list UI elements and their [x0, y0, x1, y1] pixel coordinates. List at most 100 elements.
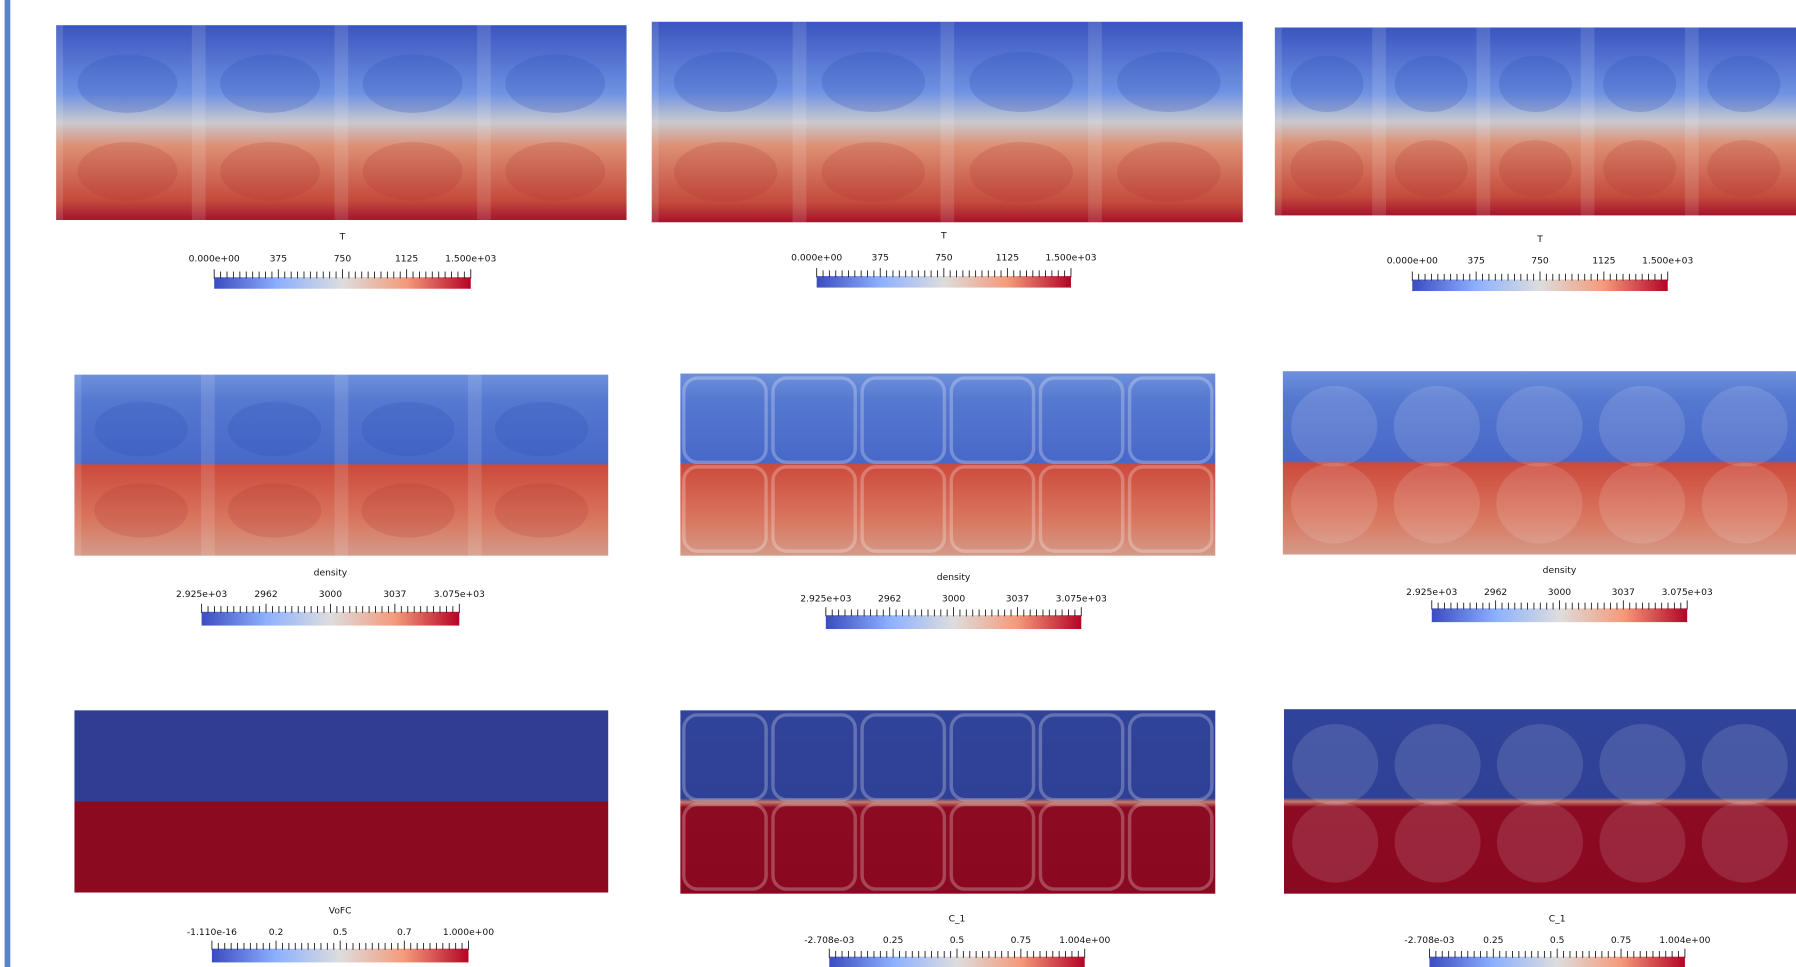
plume: [1599, 724, 1685, 805]
cell-core: [1603, 140, 1676, 196]
cell-boundary: [334, 25, 348, 220]
colorbar-tick-label: 1.500e+03: [1642, 256, 1693, 267]
cell-boundary: [1685, 27, 1699, 215]
colorbar-tick-label: 0.5: [333, 927, 348, 938]
cell-boundary: [1268, 27, 1282, 215]
colorbar: [817, 276, 1071, 287]
cell-boundary: [192, 25, 206, 220]
cell-core: [78, 54, 178, 112]
colorbar-tick-label: 3.075e+03: [1056, 594, 1107, 605]
cell-boundary: [477, 25, 491, 220]
cell-core: [220, 142, 320, 200]
plume: [1291, 386, 1377, 467]
colorbar-tick-label: -2.708e-03: [1404, 935, 1454, 946]
colorbar-tick-label: 1125: [395, 253, 418, 264]
cell-core: [1603, 56, 1676, 112]
colorbar-tick-label: 0.2: [269, 927, 284, 938]
field-label: C_1: [949, 913, 966, 924]
plume: [1395, 724, 1481, 805]
cell-core: [228, 402, 321, 456]
cell-core: [1395, 56, 1468, 112]
plume: [1394, 463, 1480, 544]
cell-boundary: [645, 22, 659, 223]
cell-core: [822, 52, 925, 112]
colorbar-tick-label: 3037: [1006, 594, 1029, 605]
plume: [1496, 386, 1582, 467]
cell-core: [674, 142, 777, 202]
field-label: density: [314, 567, 348, 578]
colorbar-tick-label: 0.000e+00: [189, 253, 240, 264]
plume: [1702, 463, 1788, 544]
colorbar-tick-label: 375: [1467, 256, 1485, 267]
cell-core: [361, 483, 454, 537]
plume: [1292, 801, 1378, 882]
cell-core: [505, 54, 605, 112]
cell-boundary: [1372, 27, 1386, 215]
cell-core: [94, 402, 187, 456]
cell-boundary: [1581, 27, 1595, 215]
cell-core: [361, 402, 454, 456]
colorbar-tick-label: 0.000e+00: [1387, 256, 1438, 267]
cell-boundary: [468, 375, 482, 556]
colorbar-tick-label: 2.925e+03: [176, 589, 227, 600]
colorbar-tick-label: -2.708e-03: [804, 935, 854, 946]
plume: [1496, 463, 1582, 544]
cell-core: [505, 142, 605, 200]
colorbar-tick-label: 2.925e+03: [800, 594, 851, 605]
field-label: T: [940, 231, 947, 242]
cell-core: [969, 142, 1072, 202]
panel: C_1-2.708e-030.250.50.751.004e+00: [1284, 709, 1796, 967]
panel: T0.000e+0037575011251.500e+03: [1268, 27, 1796, 291]
plume: [1702, 801, 1788, 882]
colorbar-tick-label: 0.75: [1611, 935, 1632, 946]
cell-core: [1395, 140, 1468, 196]
colorbar-tick-label: 2962: [878, 594, 901, 605]
cell-boundary: [1088, 22, 1102, 223]
cell-boundary: [793, 22, 807, 223]
colorbar: [214, 277, 471, 288]
cell-core: [1707, 140, 1780, 196]
plume: [1394, 386, 1480, 467]
colorbar-tick-label: 0.25: [1483, 935, 1504, 946]
cell-core: [1117, 52, 1220, 112]
colorbar: [1432, 608, 1687, 622]
field-image: [680, 710, 1215, 893]
field-label: VoFC: [329, 905, 352, 916]
colorbar-tick-label: 3.075e+03: [1662, 587, 1713, 598]
colorbar-tick-label: 750: [334, 253, 352, 264]
colorbar: [212, 949, 469, 963]
colorbar: [1429, 957, 1684, 967]
colorbar: [829, 957, 1084, 967]
plume: [1599, 386, 1685, 467]
colorbar-tick-label: 3000: [319, 589, 342, 600]
cell-core: [1290, 140, 1363, 196]
field-image: [680, 374, 1215, 556]
cell-core: [1499, 140, 1572, 196]
cell-core: [228, 483, 321, 537]
field-label: density: [1543, 565, 1577, 576]
colorbar-tick-label: 750: [935, 252, 953, 263]
colorbar-tick-label: 0.75: [1011, 935, 1032, 946]
colorbar-tick-label: 0.25: [883, 935, 904, 946]
colorbar-tick-label: 750: [1531, 256, 1549, 267]
cell-core: [94, 483, 187, 537]
page: {"panels": [ {"field": "T", "ticks": ["0…: [0, 0, 1796, 967]
colorbar-tick-label: 1125: [996, 252, 1019, 263]
colorbar-tick-label: 0.7: [397, 927, 412, 938]
colorbar-tick-label: 0.5: [950, 935, 965, 946]
screenshot: T0.000e+0037575011251.500e+03T0.000e+003…: [0, 0, 1796, 967]
plume: [1702, 724, 1788, 805]
colorbar-tick-label: 0.5: [1550, 935, 1565, 946]
colorbar-tick-label: 2962: [1484, 587, 1507, 598]
plume: [1702, 386, 1788, 467]
colorbar: [202, 612, 460, 626]
cell-boundary: [68, 375, 82, 556]
colorbar-tick-label: 2.925e+03: [1406, 587, 1457, 598]
plume: [1599, 801, 1685, 882]
field-image: [74, 710, 608, 892]
colorbar-tick-label: 3000: [942, 594, 965, 605]
